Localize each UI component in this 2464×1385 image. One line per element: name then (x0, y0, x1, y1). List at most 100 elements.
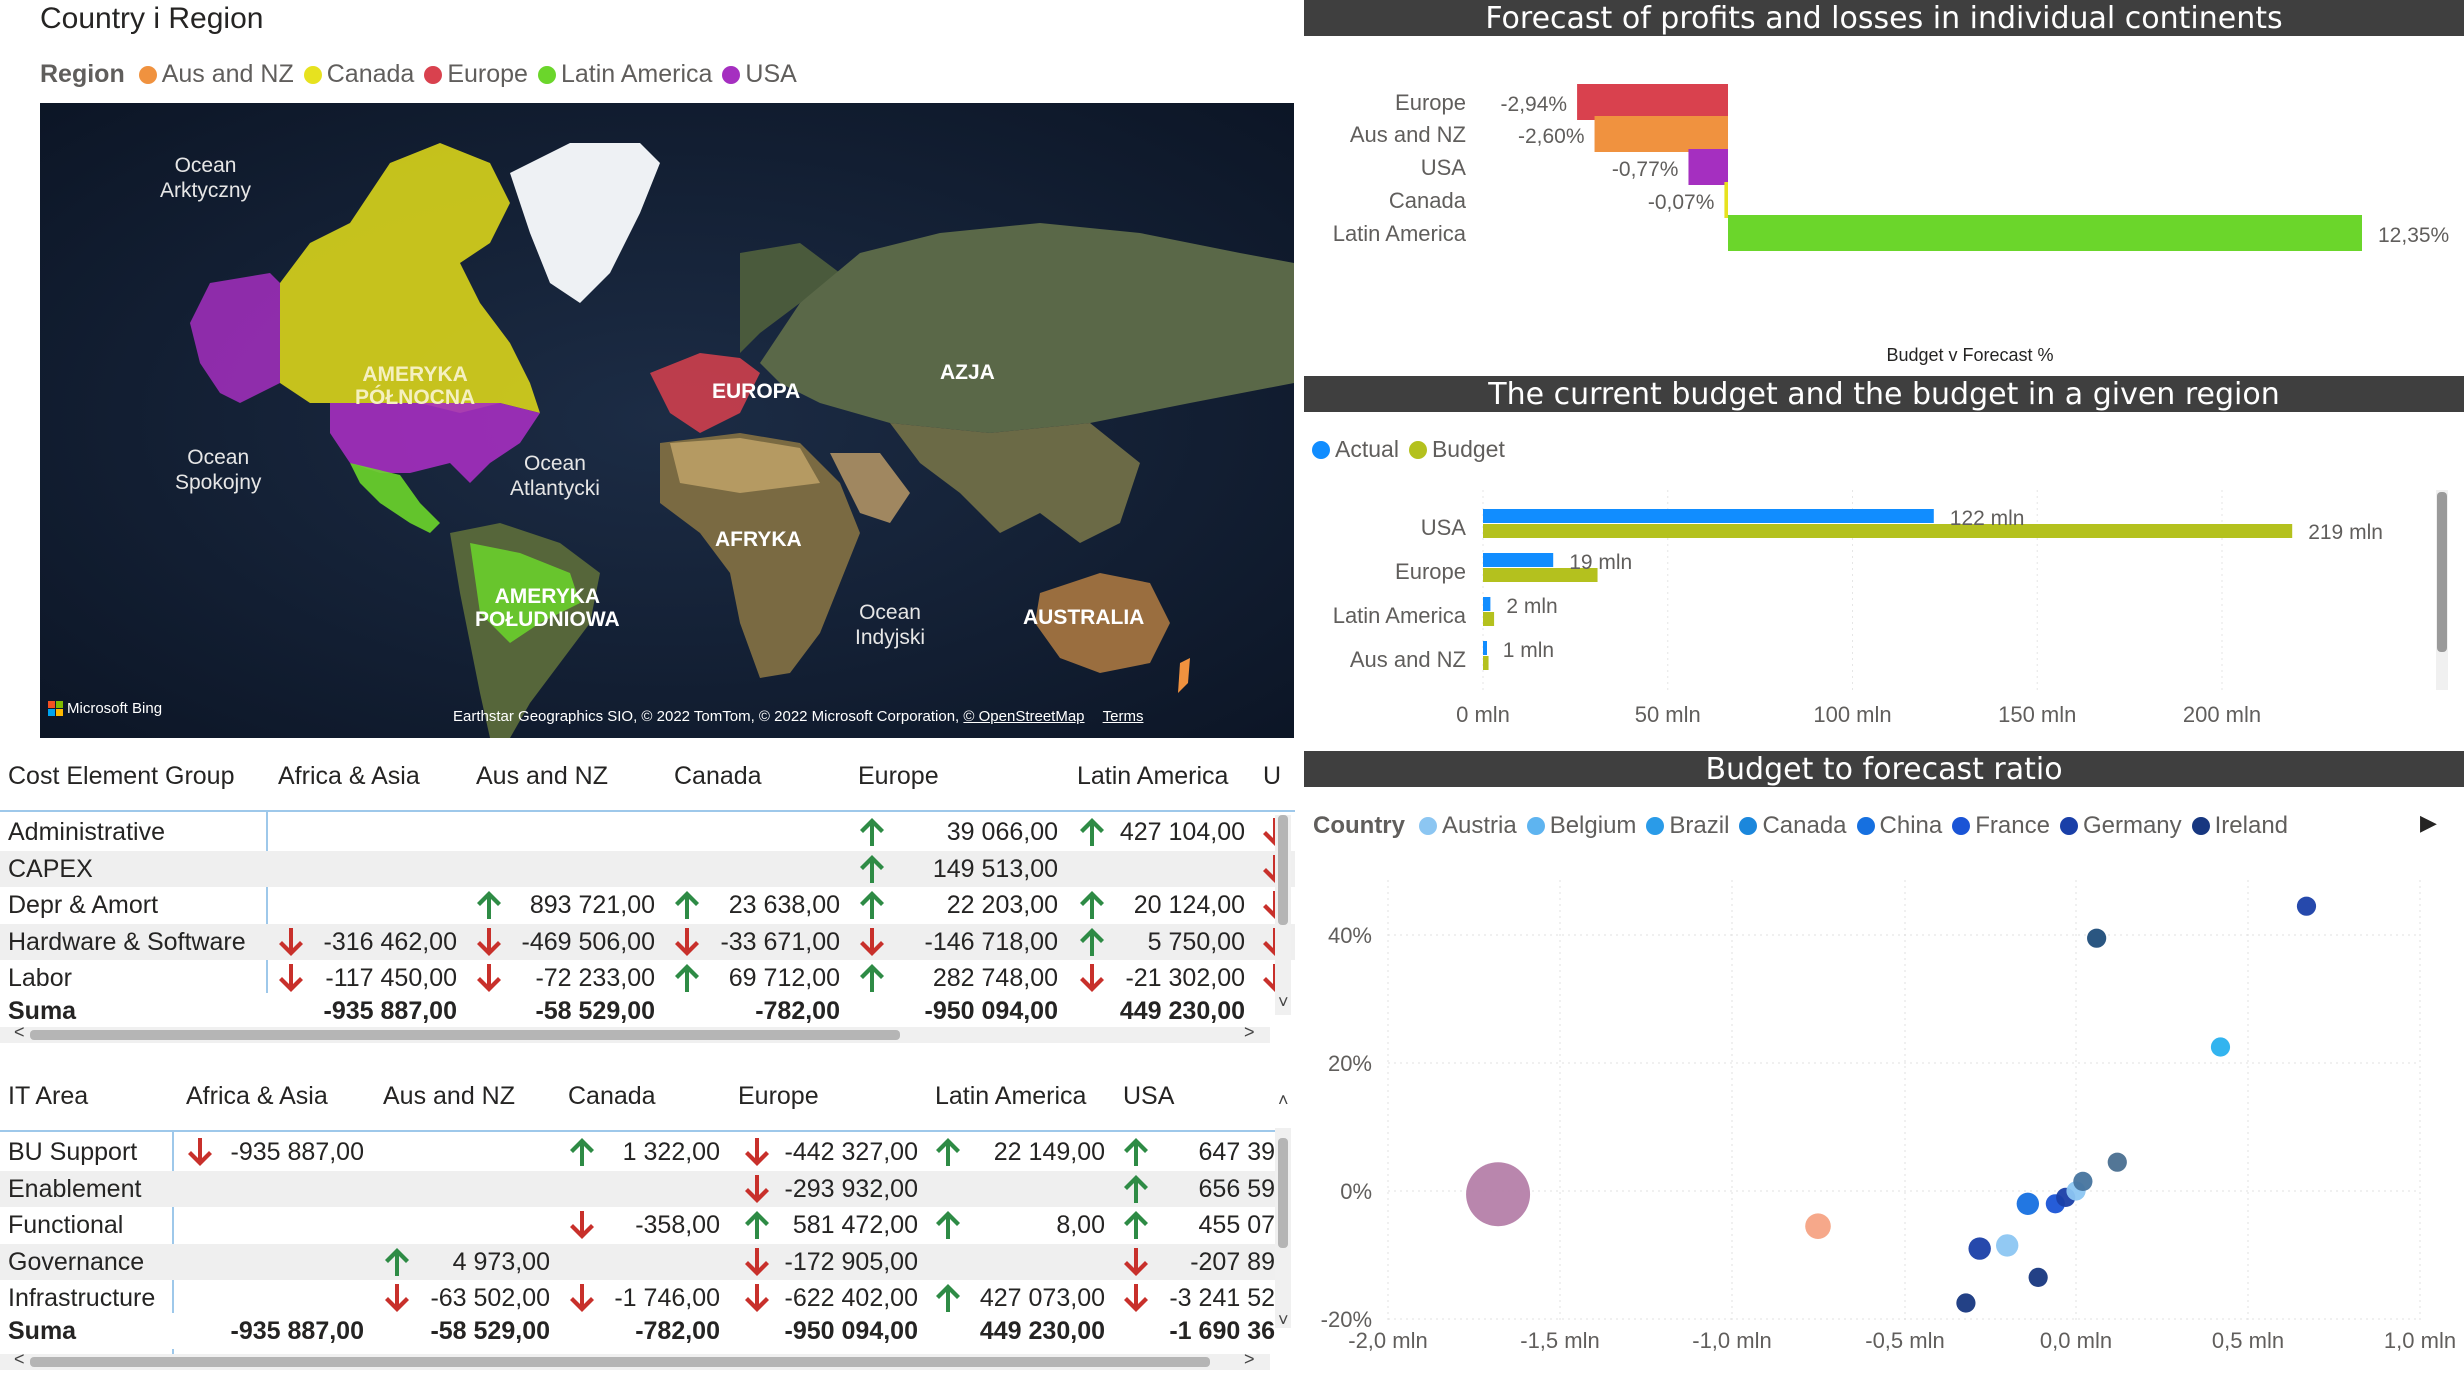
table2-scroll-right-icon[interactable]: > (1244, 1349, 1255, 1369)
scatter-point[interactable] (2073, 1171, 2093, 1191)
budget-bar-chart[interactable]: 0 mln 50 mln 100 mln 150 mln 200 mln USA 122 m… (1304, 470, 2464, 740)
total-label: Suma (8, 1316, 77, 1345)
column-header[interactable]: Europe (738, 1082, 819, 1110)
category-label: USA (1421, 515, 1467, 540)
table-row[interactable]: Governance 4 973,00 -172 905,00 -207 89 (0, 1243, 1275, 1280)
scatter-point[interactable] (1805, 1213, 1831, 1239)
legend-item-europe[interactable]: Europe (424, 60, 528, 89)
openstreetmap-link[interactable]: © OpenStreetMap (963, 708, 1085, 725)
table-header-row: IT Area Africa & Asia Aus and NZ Canada Euro… (0, 1070, 1275, 1132)
legend-item-canada[interactable]: Canada (303, 60, 414, 89)
forecast-bar[interactable] (1728, 215, 2362, 251)
table2-horizontal-scrollbar[interactable] (0, 1354, 1270, 1370)
actual-bar[interactable] (1483, 509, 1934, 523)
legend-item-belgium[interactable]: Belgium (1526, 812, 1636, 840)
legend-item-france[interactable]: France (1952, 812, 2050, 840)
forecast-bar[interactable] (1594, 116, 1729, 152)
table2-scroll-left-icon[interactable]: < (14, 1349, 25, 1369)
actual-data-label: 2 mln (1506, 595, 1557, 618)
forecast-bar-chart[interactable]: Europe -2,94% Aus and NZ -2,60% USA -0,77% Can… (1304, 36, 2464, 372)
table-row[interactable]: Depr & Amort 893 721,00 23 638,00 22 203,00… (0, 887, 1295, 923)
legend-next-icon[interactable]: ▶ (2420, 810, 2437, 835)
legend-item-usa[interactable]: USA (722, 60, 797, 89)
table-row[interactable]: BU Support -935 887,00 1 322,00 -442 327,00… (0, 1134, 1275, 1170)
scatter-point[interactable] (2210, 1037, 2231, 1057)
column-header[interactable]: U (1263, 762, 1282, 790)
table2-scroll-up-icon[interactable]: ˄ (1278, 1090, 1289, 1110)
table1-scroll-down-icon[interactable]: ˅ (1278, 992, 1289, 1012)
column-header[interactable]: Africa & Asia (186, 1082, 328, 1110)
legend-item-actual[interactable]: Actual (1312, 436, 1399, 463)
table1-scroll-right-icon[interactable]: > (1244, 1022, 1255, 1042)
actual-bar[interactable] (1483, 641, 1487, 655)
world-map[interactable]: Ocean Arktyczny Ocean Spokojny Ocean Atl… (40, 103, 1294, 738)
row-label: BU Support (8, 1138, 138, 1166)
column-header[interactable]: Aus and NZ (476, 762, 609, 790)
budget-bar[interactable] (1483, 568, 1598, 582)
actual-bar[interactable] (1483, 597, 1491, 611)
table1-horizontal-scrollbar[interactable] (0, 1027, 1270, 1043)
total-cell: -782,00 (755, 996, 840, 1025)
legend-item-latin-america[interactable]: Latin America (537, 60, 712, 89)
column-header[interactable]: IT Area (8, 1082, 89, 1110)
forecast-bar[interactable] (1577, 84, 1729, 120)
row-label: Depr & Amort (8, 891, 159, 919)
column-header[interactable]: Canada (568, 1082, 656, 1110)
table-row[interactable]: Labor -117 450,00 -72 233,00 69 712,00 282 7… (0, 960, 1295, 996)
arrow-up-icon (672, 962, 702, 994)
legend-item-brazil[interactable]: Brazil (1646, 812, 1729, 840)
legend-item-aus-nz[interactable]: Aus and NZ (138, 60, 294, 89)
scatter-chart[interactable]: -2,0 mln -1,5 mln -1,0 mln -0,5 mln 0,0 mln 0… (1304, 860, 2464, 1360)
table2-scroll-down-icon[interactable]: ˅ (1278, 1310, 1289, 1330)
table-row[interactable]: CAPEX 149 513,00 (0, 850, 1295, 887)
forecast-bar[interactable] (1688, 149, 1729, 185)
column-header[interactable]: Africa & Asia (278, 762, 420, 790)
x-tick-label: -2,0 mln (1348, 1328, 1427, 1353)
legend-item-budget[interactable]: Budget (1408, 436, 1505, 463)
legend-item-austria[interactable]: Austria (1419, 812, 1517, 840)
scatter-chart-header: Budget to forecast ratio (1304, 751, 2464, 787)
column-header[interactable]: Latin America (1077, 762, 1229, 790)
column-header[interactable]: Canada (674, 762, 762, 790)
column-header[interactable]: Europe (858, 762, 939, 790)
table-row[interactable]: Hardware & Software -316 462,00 -469 506,0… (0, 923, 1295, 960)
column-header[interactable]: USA (1123, 1082, 1175, 1110)
terms-link[interactable]: Terms (1102, 708, 1144, 725)
x-tick-label: 200 mln (2183, 702, 2261, 727)
scatter-point[interactable] (1466, 1162, 1531, 1227)
legend-item-china[interactable]: China (1856, 812, 1942, 840)
budget-bar[interactable] (1483, 656, 1489, 670)
x-tick-label: -0,5 mln (1865, 1328, 1944, 1353)
budget-bar[interactable] (1483, 612, 1495, 626)
category-label: Aus and NZ (1350, 647, 1466, 672)
scatter-point[interactable] (2107, 1152, 2127, 1172)
legend-item-germany[interactable]: Germany (2059, 812, 2182, 840)
legend-item-canada[interactable]: Canada (1739, 812, 1847, 840)
table2-vertical-scrollbar[interactable] (1275, 1128, 1291, 1328)
total-cell: -935 887,00 (323, 996, 457, 1025)
legend-item-ireland[interactable]: Ireland (2191, 812, 2288, 840)
scatter-point[interactable] (2087, 928, 2107, 948)
column-header[interactable]: Aus and NZ (383, 1082, 516, 1110)
scatter-point[interactable] (2016, 1192, 2040, 1215)
table-row[interactable]: Functional -358,00 581 472,00 8,00 455 07 (0, 1207, 1275, 1243)
table-row[interactable]: Enablement -293 932,00 656 59 (0, 1170, 1275, 1207)
column-header[interactable]: Cost Element Group (8, 762, 235, 790)
budget-chart-scrollbar[interactable] (2436, 490, 2448, 690)
x-tick-label: 50 mln (1635, 702, 1701, 727)
scatter-point[interactable] (1968, 1237, 1991, 1260)
table-row[interactable]: Infrastructure -63 502,00 -1 746,00 -622 40… (0, 1280, 1275, 1316)
row-label: Labor (8, 964, 72, 992)
table-row[interactable]: Administrative 39 066,00 427 104,00 (0, 814, 1295, 850)
table1-scroll-left-icon[interactable]: < (14, 1022, 25, 1042)
table-cell: -358,00 (635, 1211, 720, 1239)
column-header[interactable]: Latin America (935, 1082, 1087, 1110)
table1-vertical-scrollbar[interactable] (1275, 815, 1291, 1015)
forecast-bar[interactable] (1724, 182, 1729, 218)
budget-bar[interactable] (1483, 524, 2293, 538)
scatter-point[interactable] (1956, 1293, 1976, 1313)
scatter-point[interactable] (1996, 1234, 2019, 1257)
scatter-point[interactable] (2028, 1267, 2048, 1287)
actual-bar[interactable] (1483, 553, 1554, 567)
scatter-point[interactable] (2296, 896, 2317, 916)
